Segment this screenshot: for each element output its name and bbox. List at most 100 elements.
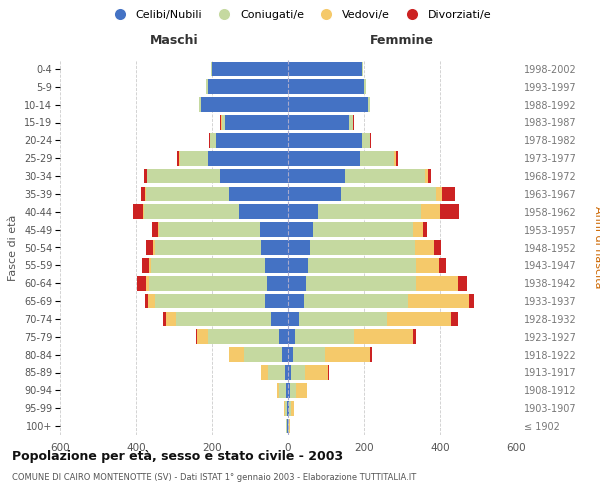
Bar (209, 133, 210, 148)
Bar (279, 383, 286, 398)
Text: Popolazione per età, sesso e stato civile - 2003: Popolazione per età, sesso e stato civil… (12, 450, 343, 463)
Bar (166, 312, 176, 326)
Bar (288, 240, 310, 255)
Bar (142, 258, 149, 272)
Bar (370, 348, 371, 362)
Bar (288, 330, 295, 344)
Bar (288, 115, 349, 130)
Bar (146, 240, 154, 255)
Bar (416, 258, 439, 272)
Bar (133, 204, 143, 219)
Bar (305, 365, 328, 380)
Text: Femmine: Femmine (370, 34, 434, 48)
Bar (423, 222, 427, 237)
Bar (288, 383, 290, 398)
Bar (179, 151, 180, 166)
Bar (226, 115, 288, 130)
Bar (287, 401, 288, 415)
Bar (290, 383, 296, 398)
Bar (212, 62, 288, 76)
Text: COMUNE DI CAIRO MONTENOTTE (SV) - Dati ISTAT 1° gennaio 2003 - Elaborazione TUTT: COMUNE DI CAIRO MONTENOTTE (SV) - Dati I… (12, 472, 416, 482)
Bar (304, 294, 409, 308)
Bar (158, 222, 159, 237)
Bar (469, 294, 474, 308)
Bar (146, 168, 148, 184)
Bar (354, 330, 413, 344)
Bar (319, 204, 421, 219)
Bar (306, 276, 416, 290)
Bar (421, 204, 440, 219)
Bar (291, 365, 305, 380)
Bar (141, 186, 145, 201)
Bar (295, 330, 354, 344)
Bar (244, 348, 283, 362)
Bar (146, 276, 149, 290)
Bar (287, 419, 288, 434)
Bar (458, 276, 467, 290)
Bar (288, 348, 293, 362)
Text: Maschi: Maschi (149, 34, 199, 48)
Bar (308, 258, 416, 272)
Bar (268, 365, 285, 380)
Bar (262, 240, 288, 255)
Bar (260, 222, 288, 237)
Bar (208, 80, 288, 94)
Bar (200, 98, 288, 112)
Bar (155, 240, 262, 255)
Bar (216, 133, 288, 148)
Bar (220, 168, 288, 184)
Bar (288, 222, 313, 237)
Bar (288, 186, 341, 201)
Bar (413, 222, 423, 237)
Bar (288, 312, 299, 326)
Bar (436, 186, 442, 201)
Bar (364, 80, 366, 94)
Bar (278, 330, 288, 344)
Bar (345, 168, 425, 184)
Bar (146, 186, 229, 201)
Bar (220, 115, 221, 130)
Bar (261, 365, 268, 380)
Bar (239, 204, 288, 219)
Bar (285, 365, 288, 380)
Bar (451, 312, 458, 326)
Bar (283, 348, 288, 362)
Bar (229, 348, 244, 362)
Bar (397, 151, 398, 166)
Bar (288, 401, 289, 415)
Bar (288, 151, 360, 166)
Bar (413, 330, 416, 344)
Bar (148, 168, 220, 184)
Bar (149, 276, 267, 290)
Bar (265, 294, 288, 308)
Bar (428, 168, 431, 184)
Bar (208, 151, 288, 166)
Bar (425, 168, 428, 184)
Bar (176, 312, 271, 326)
Bar (148, 294, 155, 308)
Bar (439, 258, 446, 272)
Bar (163, 312, 166, 326)
Bar (208, 330, 278, 344)
Bar (206, 80, 208, 94)
Bar (442, 186, 455, 201)
Bar (154, 240, 155, 255)
Bar (368, 98, 370, 112)
Bar (387, 312, 451, 326)
Bar (394, 151, 396, 166)
Bar (286, 383, 288, 398)
Bar (155, 294, 265, 308)
Bar (271, 312, 288, 326)
Bar (143, 168, 146, 184)
Bar (440, 204, 459, 219)
Bar (409, 294, 469, 308)
Bar (288, 62, 362, 76)
Bar (362, 133, 370, 148)
Bar (284, 401, 285, 415)
Bar (288, 258, 308, 272)
Bar (288, 365, 291, 380)
Bar (288, 133, 362, 148)
Bar (415, 240, 434, 255)
Bar (197, 330, 208, 344)
Bar (288, 204, 319, 219)
